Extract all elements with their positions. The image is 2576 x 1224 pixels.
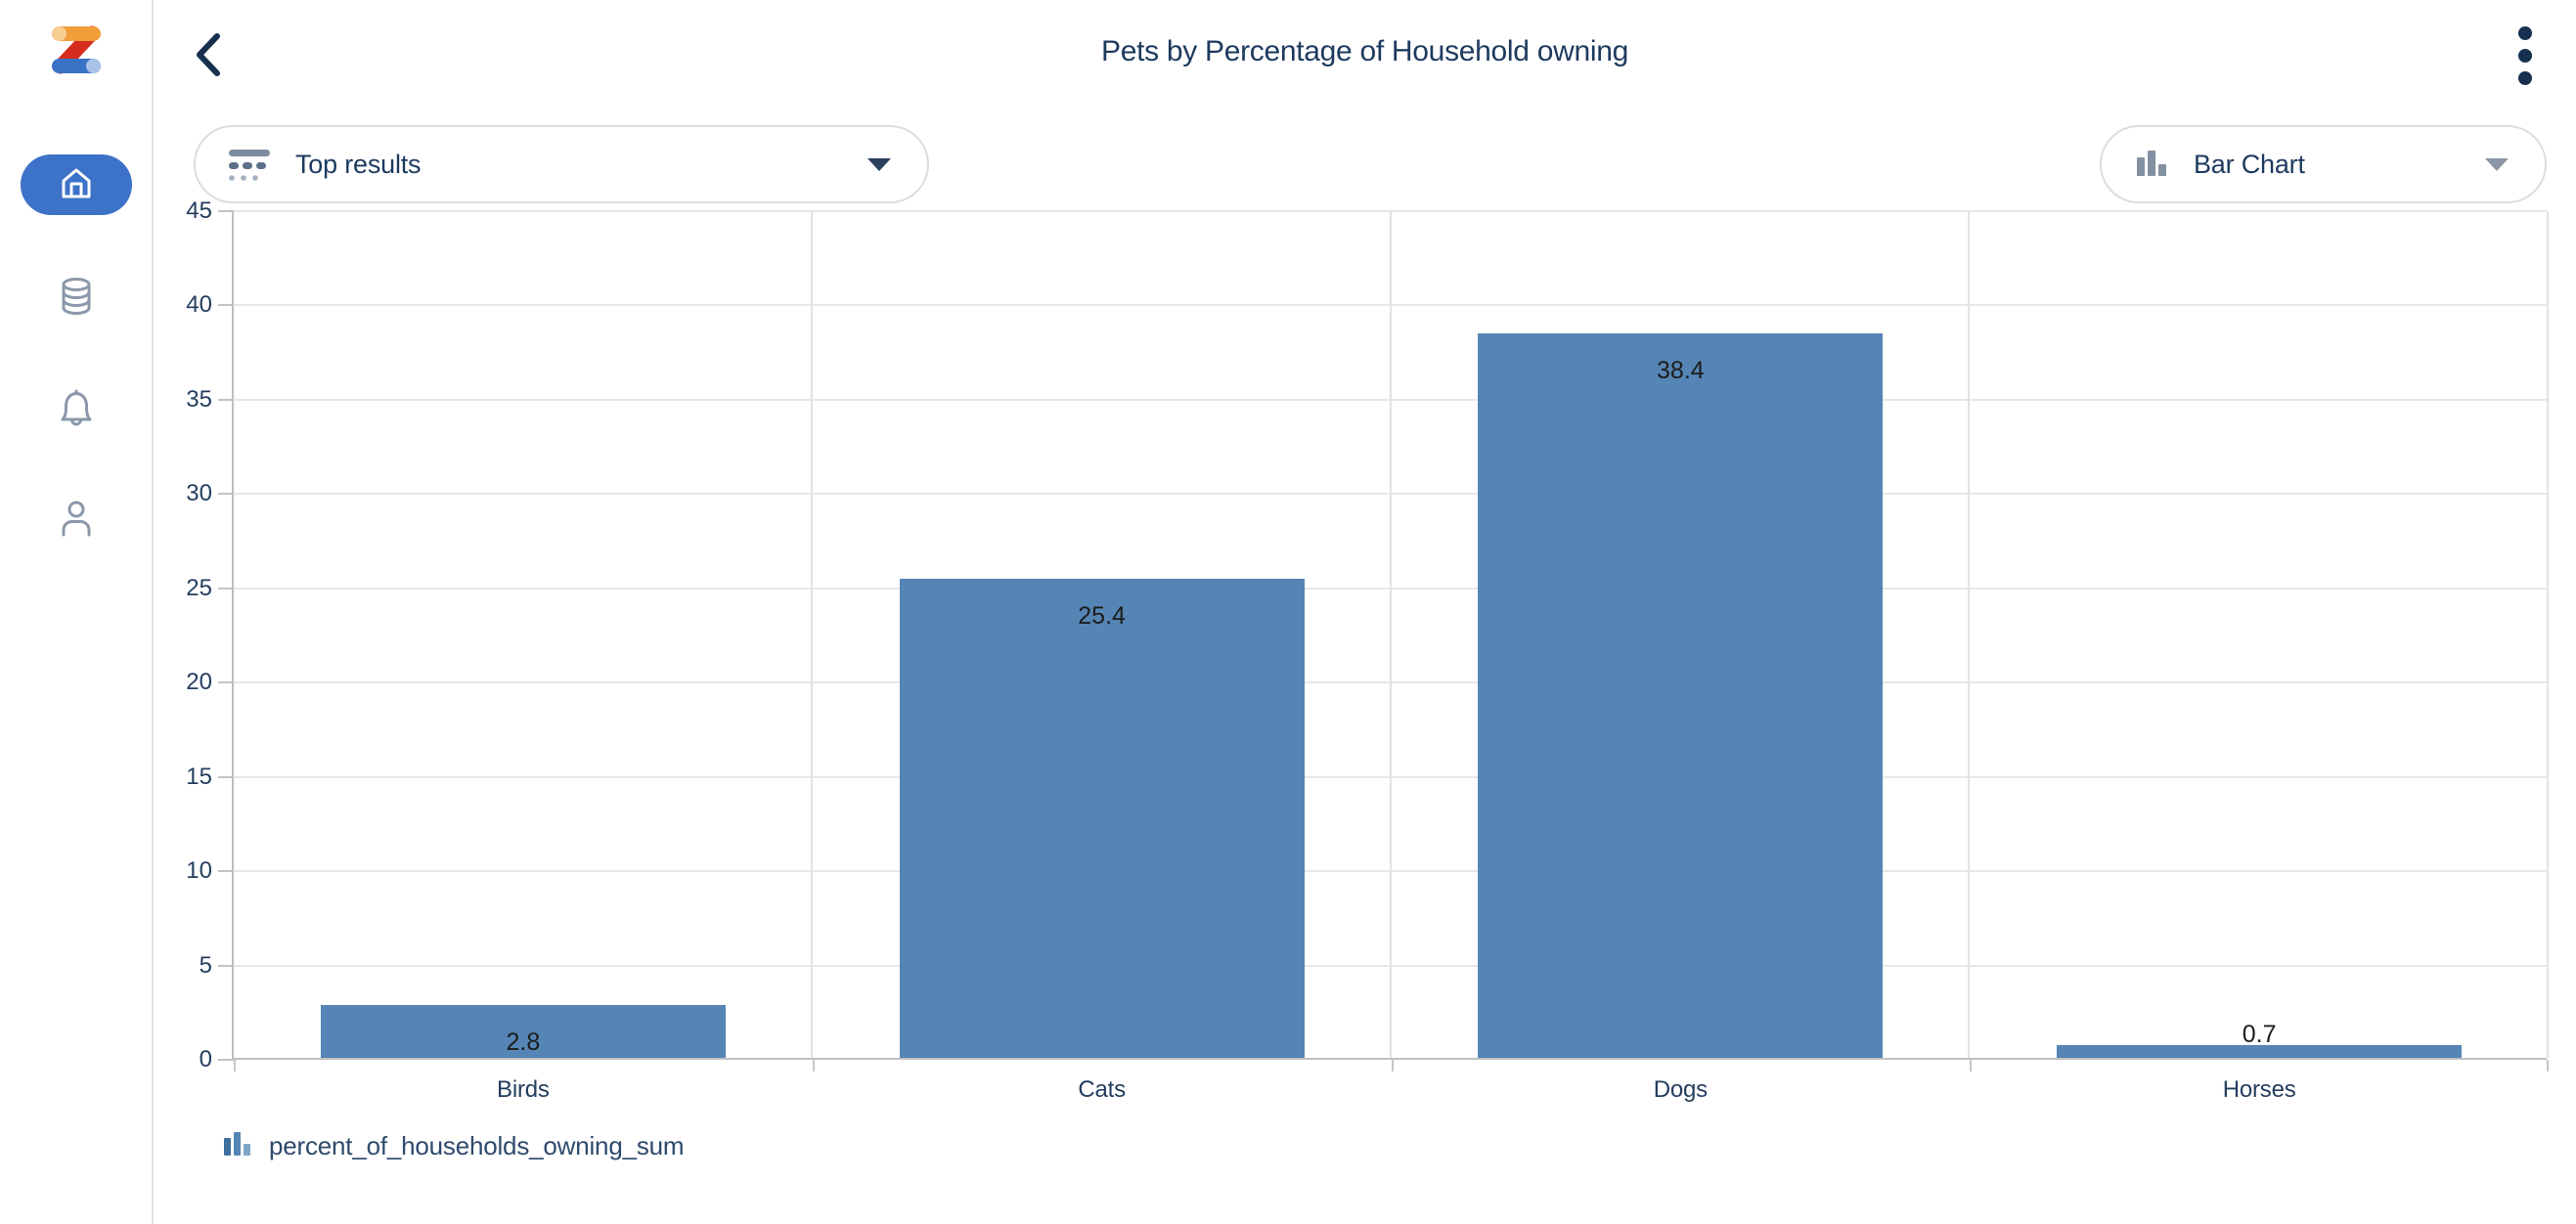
home-icon: [55, 162, 98, 208]
x-axis-tick: [234, 1060, 236, 1071]
y-axis-tick: [218, 493, 234, 496]
y-axis-tick: [218, 964, 234, 967]
bar-series-icon: [222, 1128, 253, 1164]
bar-cats[interactable]: [899, 579, 1305, 1058]
chart-type-dropdown[interactable]: Bar Chart: [2100, 125, 2547, 203]
y-axis-label: 25: [186, 574, 212, 601]
y-axis-label: 15: [186, 763, 212, 790]
sidebar-item-data-sources[interactable]: [21, 267, 132, 328]
x-axis-label-horses: Horses: [2222, 1076, 2296, 1103]
y-axis-label: 5: [199, 951, 212, 979]
category-separator: [1389, 211, 1392, 1058]
y-axis-tick: [218, 587, 234, 590]
legend-label: percent_of_households_owning_sum: [269, 1131, 685, 1160]
x-axis-tick: [812, 1060, 815, 1071]
top-results-filter-icon: [227, 143, 272, 187]
y-axis-tick: [218, 1059, 234, 1061]
y-axis-tick: [218, 210, 234, 212]
y-axis-tick: [218, 681, 234, 684]
x-axis-label-dogs: Dogs: [1653, 1076, 1708, 1103]
y-axis-label: 0: [199, 1046, 212, 1072]
plot-area: 0 5 10 15 20 25 30 35 40 45 2.8 25.4 38.4 0.7 Birds Cat…: [186, 197, 2549, 1103]
x-axis-label-birds: Birds: [497, 1076, 550, 1103]
x-axis-label-cats: Cats: [1078, 1076, 1126, 1103]
main-content: Pets by Percentage of Household owning: [154, 0, 2576, 1224]
y-axis-label: 45: [186, 197, 212, 224]
bar-chart-icon: [2133, 145, 2170, 185]
x-axis-tick: [1391, 1060, 1394, 1071]
database-icon: [55, 275, 98, 321]
top-results-dropdown[interactable]: Top results: [194, 125, 929, 203]
chevron-down-icon: [2484, 157, 2509, 172]
bar-value-label: 38.4: [1657, 357, 1705, 385]
more-options-button[interactable]: [2504, 23, 2547, 88]
category-separator: [810, 211, 813, 1058]
chevron-down-icon: [866, 157, 892, 172]
x-axis-tick: [2547, 1060, 2549, 1071]
page-title: Pets by Percentage of Household owning: [1101, 35, 1628, 67]
x-axis-tick: [1970, 1060, 1973, 1071]
y-axis-label: 10: [186, 857, 212, 885]
bell-icon: [55, 387, 98, 433]
y-axis-label: 30: [186, 480, 212, 507]
back-chevron-icon: [185, 33, 236, 85]
sidebar-item-home[interactable]: [20, 154, 132, 215]
bar-dogs[interactable]: [1478, 333, 1884, 1058]
y-axis-tick: [218, 775, 234, 778]
zing-logo-icon: [51, 25, 101, 73]
bar-value-label: 0.7: [2242, 1021, 2277, 1049]
y-axis-tick: [218, 304, 234, 307]
profile-icon: [55, 497, 98, 543]
top-results-label: Top results: [295, 149, 422, 179]
y-axis-label: 35: [186, 385, 212, 413]
y-axis-tick: [218, 870, 234, 873]
kebab-menu-icon: [2504, 26, 2547, 91]
category-separator: [1968, 211, 1971, 1058]
y-axis-tick: [218, 398, 234, 401]
bar-horses[interactable]: [2057, 1044, 2463, 1058]
bar-value-label: 2.8: [506, 1027, 541, 1056]
back-button[interactable]: [185, 27, 236, 82]
zing-logo[interactable]: [44, 16, 109, 86]
sidebar: [0, 0, 154, 1224]
chart-type-label: Bar Chart: [2194, 149, 2305, 179]
bar-birds[interactable]: [320, 1005, 726, 1058]
legend-item[interactable]: percent_of_households_owning_sum: [222, 1128, 685, 1164]
plot-right-border: [2547, 211, 2549, 1058]
bar-value-label: 25.4: [1078, 602, 1126, 631]
sidebar-item-notifications[interactable]: [21, 379, 132, 440]
y-axis-label: 40: [186, 291, 212, 319]
sidebar-item-profile[interactable]: [21, 489, 132, 549]
y-axis-label: 20: [186, 669, 212, 696]
